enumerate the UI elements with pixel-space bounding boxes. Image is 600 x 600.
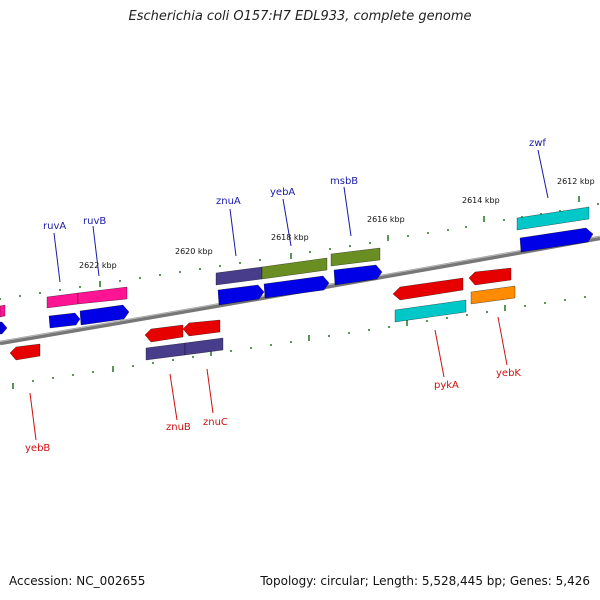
gene-label-yebB[interactable]: yebB <box>25 443 50 454</box>
gene-label-msbB[interactable]: msbB <box>330 176 358 187</box>
gene-label-ruvA[interactable]: ruvA <box>43 221 66 232</box>
map-title: Escherichia coli O157:H7 EDL933, complet… <box>128 9 472 24</box>
kbp-label-2620: 2620 kbp <box>175 247 213 256</box>
reverse-feature-boxes <box>145 285 516 361</box>
gene-label-pykA[interactable]: pykA <box>434 380 459 391</box>
gene-label-znuB[interactable]: znuB <box>166 422 191 433</box>
gene-arrow[interactable] <box>468 267 512 286</box>
gene-box[interactable] <box>470 285 516 305</box>
gene-arrow[interactable] <box>217 284 265 306</box>
bottom-label-leaders <box>29 316 508 441</box>
gene-arrow[interactable] <box>182 319 221 337</box>
forward-gene-arrows <box>0 227 594 335</box>
gene-arrow[interactable] <box>263 275 330 299</box>
topology-text: Topology: circular; Length: 5,528,445 bp… <box>260 574 590 588</box>
accession-text: Accession: NC_002655 <box>9 574 146 588</box>
reverse-gene-arrows <box>9 267 512 361</box>
gene-box[interactable] <box>261 257 328 280</box>
gene-arrow[interactable] <box>0 321 8 335</box>
gene-label-znuC[interactable]: znuC <box>203 417 228 428</box>
gene-label-zwf[interactable]: zwf <box>529 138 546 149</box>
gene-label-ruvB[interactable]: ruvB <box>83 216 106 227</box>
gene-label-yebA[interactable]: yebA <box>270 187 295 198</box>
gene-label-yebK[interactable]: yebK <box>496 368 521 379</box>
gene-box[interactable] <box>0 304 6 318</box>
gene-label-znuA[interactable]: znuA <box>216 196 241 207</box>
gene-arrow[interactable] <box>392 277 464 301</box>
gene-arrow[interactable] <box>9 343 41 361</box>
gene-box[interactable] <box>145 342 186 361</box>
kbp-label-2616: 2616 kbp <box>367 215 405 224</box>
gene-box[interactable] <box>184 337 224 356</box>
upper-scale-track <box>0 196 599 300</box>
lower-scale-track <box>12 296 586 389</box>
gene-arrow[interactable] <box>48 312 81 329</box>
gene-box[interactable] <box>46 292 79 309</box>
gene-arrow[interactable] <box>519 227 594 253</box>
gene-box[interactable] <box>215 266 263 286</box>
gene-box[interactable] <box>394 299 467 323</box>
kbp-label-2612: 2612 kbp <box>557 177 595 186</box>
gene-arrow[interactable] <box>333 264 383 286</box>
kbp-label-2614: 2614 kbp <box>462 196 500 205</box>
gene-arrow[interactable] <box>144 324 184 343</box>
top-label-leaders <box>53 149 549 283</box>
gene-box[interactable] <box>77 286 128 305</box>
gene-box[interactable] <box>516 206 590 231</box>
gene-arrow[interactable] <box>79 304 130 326</box>
forward-feature-boxes <box>0 206 590 318</box>
gene-box[interactable] <box>330 247 381 267</box>
